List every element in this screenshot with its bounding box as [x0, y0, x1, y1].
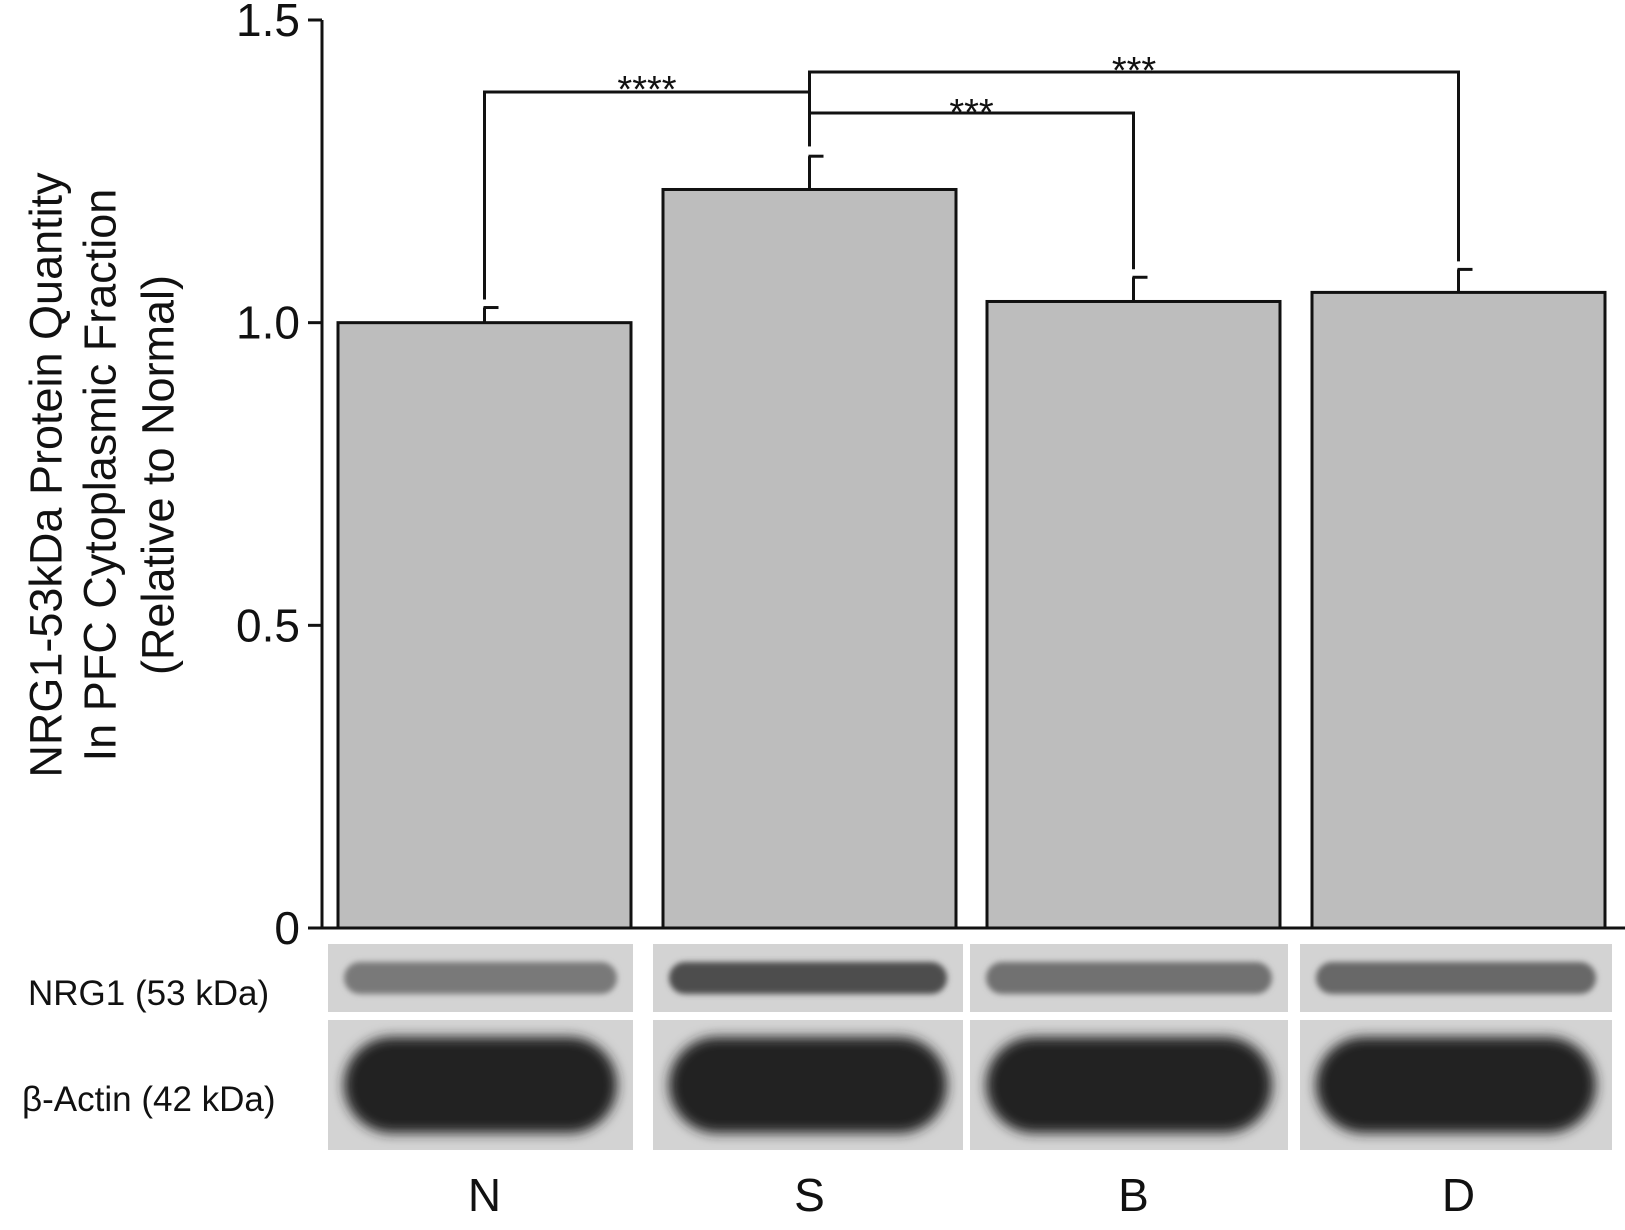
significance-label-D: *** — [1112, 50, 1157, 92]
bar-B — [985, 299, 1282, 930]
blot-band-actin-N — [344, 1037, 617, 1133]
blot-band-actin-D — [1316, 1037, 1596, 1133]
x-category-label-N: N — [468, 1169, 501, 1221]
y-tick-label: 0.5 — [236, 599, 300, 651]
y-axis-label-line-2: In PFC Cytoplasmic Fraction — [74, 188, 126, 762]
bar-N — [336, 321, 633, 930]
blot-band-actin-S — [669, 1037, 947, 1133]
blot-label-nrg1: NRG1 (53 kDa) — [28, 974, 270, 1013]
blot-band-actin-B — [986, 1037, 1272, 1133]
significance-label-B: *** — [949, 92, 994, 134]
x-category-label-B: B — [1118, 1169, 1149, 1221]
y-tick-label: 0 — [274, 902, 300, 954]
significance-label-N: **** — [617, 69, 676, 111]
y-axis-label-line-1: NRG1-53kDa Protein Quantity — [20, 172, 72, 778]
x-category-label-S: S — [794, 1169, 825, 1221]
blot-label-actin: β-Actin (42 kDa) — [22, 1080, 276, 1119]
y-tick-label: 1.0 — [236, 297, 300, 349]
y-axis-label-line-3: (Relative to Normal) — [132, 274, 184, 676]
bar-S — [661, 187, 958, 930]
blot-band-nrg1-S — [669, 962, 947, 994]
x-category-label-D: D — [1442, 1169, 1475, 1221]
blot-band-nrg1-D — [1316, 962, 1596, 994]
bar-D — [1310, 290, 1607, 930]
y-tick-label: 1.5 — [236, 0, 300, 46]
blot-band-nrg1-N — [344, 962, 617, 994]
significance-bracket-D — [808, 70, 1460, 262]
blot-band-nrg1-B — [986, 962, 1272, 994]
